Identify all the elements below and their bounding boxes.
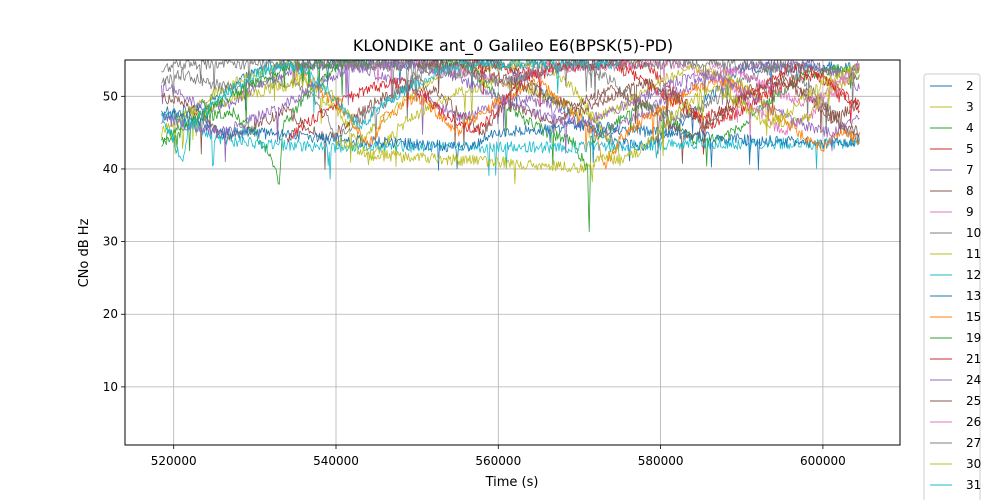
x-tick-label: 580000 — [638, 454, 684, 468]
legend-label-7: 7 — [966, 163, 974, 177]
y-tick-label: 10 — [103, 380, 118, 394]
legend: 2 3 4 5 7 8 9 10 11 12 13 15 19 21 24 25 26 27 30 31 — [923, 73, 981, 504]
y-tick-label: 50 — [103, 89, 118, 103]
legend-box — [923, 73, 981, 504]
legend-label-3: 3 — [966, 100, 974, 114]
series-line-13 — [161, 106, 860, 171]
y-tick-label: 20 — [103, 307, 118, 321]
legend-label-5: 5 — [966, 142, 974, 156]
legend-label-25: 25 — [966, 394, 981, 408]
legend-label-15: 15 — [966, 310, 981, 324]
legend-label-13: 13 — [966, 289, 981, 303]
legend-label-24: 24 — [966, 373, 981, 387]
legend-label-12: 12 — [966, 268, 981, 282]
legend-label-26: 26 — [966, 415, 981, 429]
legend-label-30: 30 — [966, 457, 981, 471]
legend-label-4: 4 — [966, 121, 974, 135]
y-tick-label: 40 — [103, 162, 118, 176]
chart-title: KLONDIKE ant_0 Galileo E6(BPSK(5)-PD) — [353, 36, 673, 56]
x-tick-label: 600000 — [800, 454, 846, 468]
series-line-21 — [286, 60, 860, 143]
axis-ticks: 520000 540000 560000 580000 600000 10 20 30 40 50 — [103, 89, 846, 468]
series-line-19 — [161, 60, 369, 152]
legend-label-27: 27 — [966, 436, 981, 450]
legend-label-9: 9 — [966, 205, 974, 219]
series-line-26 — [708, 60, 860, 107]
x-axis-label: Time (s) — [485, 475, 539, 490]
series-line-11 — [173, 64, 860, 167]
series-line-27 — [161, 60, 860, 109]
legend-label-31: 31 — [966, 478, 981, 492]
legend-label-21: 21 — [966, 352, 981, 366]
x-tick-label: 560000 — [475, 454, 521, 468]
x-tick-label: 540000 — [313, 454, 359, 468]
y-tick-label: 30 — [103, 235, 118, 249]
series-line-31 — [161, 60, 621, 162]
legend-label-2: 2 — [966, 79, 974, 93]
y-axis-label: CNo dB Hz — [77, 218, 92, 287]
plot-frame — [124, 59, 901, 446]
legend-label-11: 11 — [966, 247, 981, 261]
series-lines — [161, 60, 860, 233]
legend-label-19: 19 — [966, 331, 981, 345]
x-tick-label: 520000 — [151, 454, 197, 468]
series-line-10 — [161, 60, 860, 144]
series-line-30 — [335, 63, 860, 185]
grid — [125, 60, 900, 445]
legend-label-10: 10 — [966, 226, 981, 240]
series-line-12 — [161, 112, 860, 180]
legend-label-8: 8 — [966, 184, 974, 198]
